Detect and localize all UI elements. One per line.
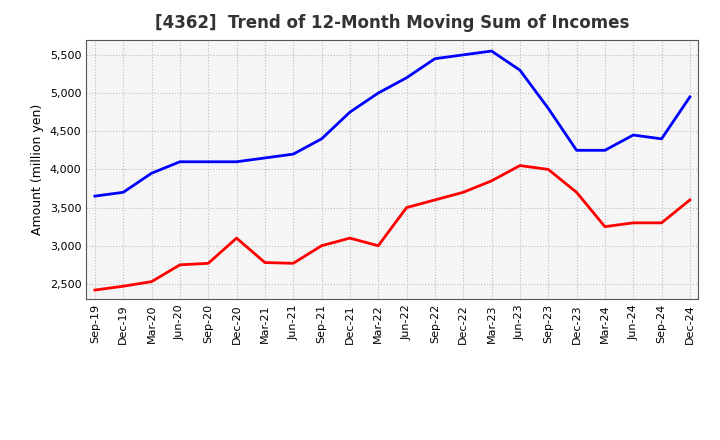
Ordinary Income [346, 110, 354, 115]
Net Income [91, 287, 99, 293]
Ordinary Income [516, 67, 524, 73]
Net Income [204, 260, 212, 266]
Ordinary Income [629, 132, 637, 138]
Ordinary Income [289, 151, 297, 157]
Net Income [289, 260, 297, 266]
Ordinary Income [91, 194, 99, 199]
Ordinary Income [176, 159, 184, 165]
Net Income [261, 260, 269, 265]
Ordinary Income [148, 171, 156, 176]
Ordinary Income [572, 148, 581, 153]
Net Income [600, 224, 609, 229]
Net Income [233, 235, 241, 241]
Net Income [657, 220, 666, 225]
Net Income [119, 284, 127, 289]
Ordinary Income [318, 136, 326, 142]
Net Income [431, 197, 439, 202]
Ordinary Income [600, 148, 609, 153]
Ordinary Income [459, 52, 467, 58]
Ordinary Income [402, 75, 411, 81]
Ordinary Income [374, 90, 382, 95]
Ordinary Income [657, 136, 666, 142]
Net Income [629, 220, 637, 225]
Ordinary Income [233, 159, 241, 165]
Net Income [148, 279, 156, 284]
Net Income [544, 167, 552, 172]
Net Income [516, 163, 524, 168]
Net Income [685, 197, 694, 202]
Line: Ordinary Income: Ordinary Income [95, 51, 690, 196]
Net Income [374, 243, 382, 249]
Y-axis label: Amount (million yen): Amount (million yen) [32, 104, 45, 235]
Net Income [487, 178, 496, 183]
Net Income [176, 262, 184, 268]
Net Income [346, 235, 354, 241]
Ordinary Income [685, 94, 694, 99]
Ordinary Income [119, 190, 127, 195]
Ordinary Income [261, 155, 269, 161]
Ordinary Income [487, 48, 496, 54]
Net Income [402, 205, 411, 210]
Net Income [572, 190, 581, 195]
Line: Net Income: Net Income [95, 165, 690, 290]
Ordinary Income [431, 56, 439, 61]
Net Income [318, 243, 326, 249]
Title: [4362]  Trend of 12-Month Moving Sum of Incomes: [4362] Trend of 12-Month Moving Sum of I… [156, 15, 629, 33]
Ordinary Income [204, 159, 212, 165]
Net Income [459, 190, 467, 195]
Ordinary Income [544, 106, 552, 111]
